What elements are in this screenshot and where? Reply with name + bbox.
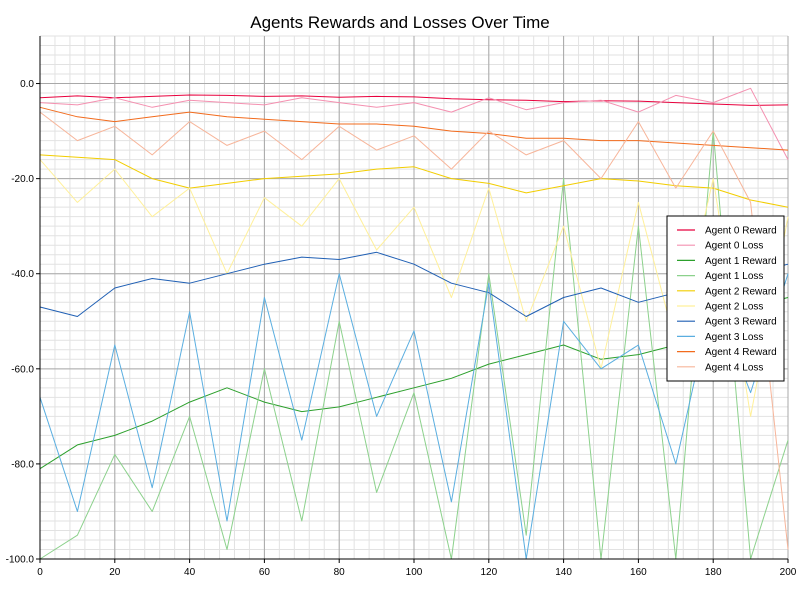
y-tick-label: -100.0 bbox=[6, 555, 35, 566]
x-tick-label: 0 bbox=[37, 567, 43, 578]
legend-label: Agent 2 Reward bbox=[705, 286, 777, 297]
legend: Agent 0 Reward Agent 0 Loss Agent 1 Reward… bbox=[666, 215, 785, 382]
legend-label: Agent 2 Loss bbox=[705, 302, 763, 313]
legend-label: Agent 4 Loss bbox=[705, 362, 763, 373]
grid bbox=[39, 35, 789, 560]
series-lines bbox=[39, 87, 789, 560]
legend-label: Agent 1 Loss bbox=[705, 271, 763, 282]
series-line-8 bbox=[39, 106, 789, 151]
x-tick-label: 120 bbox=[480, 567, 497, 578]
series-line-4 bbox=[39, 154, 789, 208]
series-line-3 bbox=[39, 130, 789, 560]
legend-label: Agent 1 Reward bbox=[705, 256, 777, 267]
x-tick-label: 200 bbox=[780, 567, 797, 578]
series-line-7 bbox=[39, 273, 789, 560]
x-tick-label: 160 bbox=[630, 567, 647, 578]
legend-label: Agent 0 Reward bbox=[705, 226, 777, 237]
y-tick-label: -60.0 bbox=[11, 364, 34, 375]
y-tick-label: -40.0 bbox=[11, 269, 34, 280]
x-tick-label: 80 bbox=[334, 567, 346, 578]
y-tick-label: -20.0 bbox=[11, 174, 34, 185]
legend-box bbox=[666, 215, 785, 382]
chart-title: Agents Rewards and Losses Over Time bbox=[250, 13, 550, 32]
y-tick-label: 0.0 bbox=[20, 79, 34, 90]
series-line-2 bbox=[39, 297, 789, 470]
x-tick-label: 60 bbox=[259, 567, 271, 578]
series-line-9 bbox=[39, 111, 789, 550]
x-tick-label: 40 bbox=[184, 567, 196, 578]
legend-label: Agent 0 Loss bbox=[705, 241, 763, 252]
x-tick-label: 180 bbox=[705, 567, 722, 578]
y-tick-label: -80.0 bbox=[11, 459, 34, 470]
legend-label: Agent 3 Reward bbox=[705, 317, 777, 328]
legend-label: Agent 4 Reward bbox=[705, 347, 777, 358]
axes: 0 20 40 60 80 100 120 140 160 180 200 -100.0 -80.0 -6… bbox=[6, 36, 797, 578]
x-tick-label: 20 bbox=[109, 567, 121, 578]
x-tick-label: 140 bbox=[555, 567, 572, 578]
series-line-0 bbox=[39, 94, 789, 106]
series-line-5 bbox=[39, 159, 789, 417]
x-tick-label: 100 bbox=[406, 567, 423, 578]
series-line-6 bbox=[39, 251, 789, 317]
legend-label: Agent 3 Loss bbox=[705, 332, 763, 343]
series-line-1 bbox=[39, 87, 789, 160]
